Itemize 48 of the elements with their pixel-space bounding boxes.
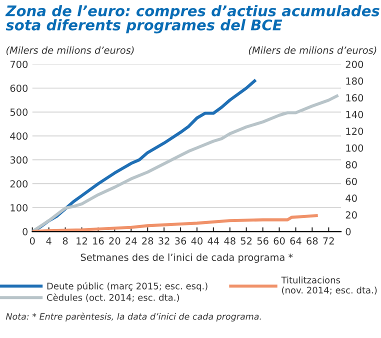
y-tick-label: 0 — [22, 228, 28, 236]
y-tick-label: 200 — [10, 180, 28, 188]
x-axis-title: Setmanes des de l’inici de cada programa * — [80, 253, 293, 263]
chart-title: Zona de l’euro: compres d’actius acumulades sota diferents programes del BCE — [5, 5, 380, 34]
x-tick-label: 48 — [224, 237, 236, 245]
x-tick-label: 64 — [290, 237, 302, 245]
text: Nota: * Entre parèntesis, la data d’inici de cada programa. — [6, 312, 261, 322]
x-tick-label: 4 — [46, 237, 52, 244]
y-tick-label: 500 — [10, 108, 28, 116]
x-tick-label: 32 — [158, 237, 170, 245]
y2-tick-label: 120 — [346, 128, 364, 135]
y2-tick-label: 20 — [346, 211, 357, 219]
x-tick-label: 56 — [257, 237, 268, 245]
y-tick-label: 700 — [10, 60, 28, 68]
x-tick-label: 28 — [142, 237, 154, 245]
y2-tick-label: 60 — [346, 178, 357, 186]
y2-tick-label: 40 — [346, 194, 357, 202]
y2-tick-label: 100 — [346, 144, 364, 152]
line-series — [32, 214, 318, 232]
x-tick-label: 8 — [62, 237, 68, 245]
line-series — [32, 94, 338, 232]
x-tick-label: 68 — [306, 237, 318, 245]
x-tick-label: 24 — [126, 237, 137, 244]
y2-tick-label: 80 — [346, 161, 357, 168]
y-tick-label: 300 — [10, 156, 28, 164]
y2-tick-label: 140 — [346, 110, 364, 118]
x-tick-label: 60 — [274, 237, 285, 245]
x-tick-label: 36 — [175, 237, 186, 245]
x-tick-label: 20 — [109, 237, 120, 245]
legend-label: Deute públic (març 2015; esc. esq.) — [47, 282, 208, 292]
x-tick-label: 44 — [208, 237, 220, 244]
y2-tick-label: 180 — [346, 77, 364, 85]
y2-axis-title: (Milers de milions d’euros) — [248, 46, 376, 56]
y-tick-label: 400 — [10, 132, 28, 140]
y2-tick-label: 0 — [346, 228, 351, 236]
x-tick-label: 40 — [191, 237, 203, 245]
x-tick-label: 0 — [30, 237, 35, 245]
y2-tick-label: 200 — [346, 60, 364, 68]
x-tick-label: 52 — [240, 237, 252, 245]
legend-label: Cèdules (oct. 2014; esc. dta.) — [46, 294, 179, 302]
x-tick-label: 72 — [323, 237, 334, 244]
x-tick-label: 16 — [93, 237, 104, 245]
y-tick-label: 100 — [10, 204, 28, 212]
y-tick-label: 600 — [10, 84, 28, 92]
x-tick-label: 12 — [76, 237, 87, 244]
legend-label: Titulitzacions (nov. 2014; esc. dta.) — [281, 276, 377, 295]
y2-tick-label: 160 — [346, 94, 364, 102]
y-axis-title: (Milers de milions d’euros) — [6, 46, 134, 56]
